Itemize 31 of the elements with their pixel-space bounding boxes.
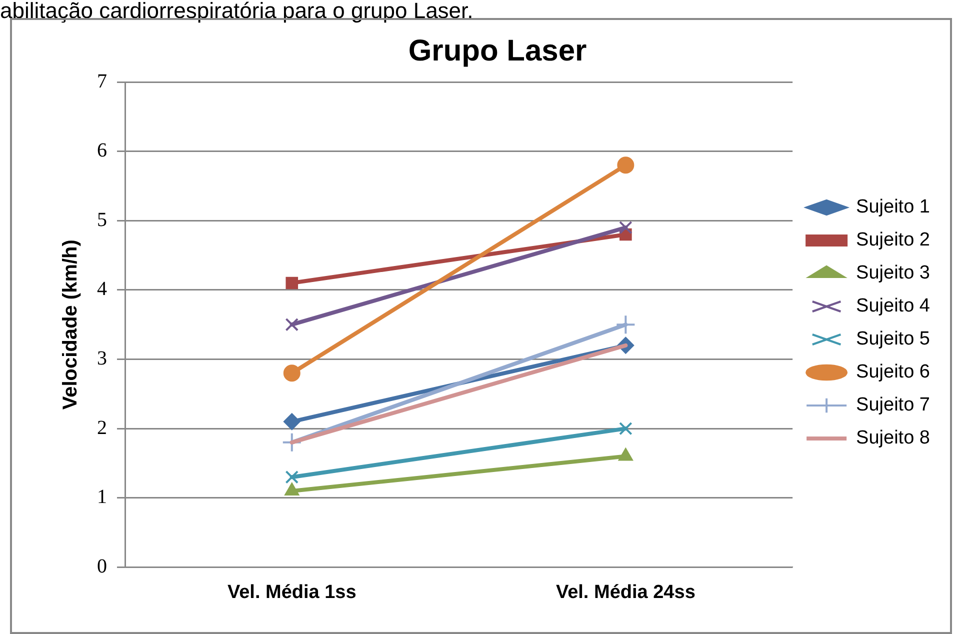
point bbox=[616, 314, 636, 335]
text: abilitação cardiorrespiratória para o grupo Laser. bbox=[0, 0, 474, 23]
legend-label: Sujeito 6 bbox=[856, 362, 930, 383]
y-axis-title: Velocidade (km/h) bbox=[60, 240, 82, 410]
y-tick-label: 7 bbox=[97, 70, 107, 92]
point bbox=[283, 413, 300, 430]
point bbox=[285, 318, 299, 332]
y-tick-label: 1 bbox=[97, 486, 107, 508]
point bbox=[286, 276, 298, 290]
legend-label: Sujeito 4 bbox=[856, 296, 930, 317]
legend-label: Sujeito 8 bbox=[856, 428, 930, 449]
point bbox=[285, 470, 299, 484]
legend-label: Sujeito 5 bbox=[856, 328, 930, 350]
y-tick-label: 5 bbox=[97, 208, 107, 231]
y-tick-label: 6 bbox=[97, 140, 107, 162]
point bbox=[617, 156, 634, 174]
legend-label: Sujeito 1 bbox=[856, 196, 930, 218]
y-tick-label: 2 bbox=[97, 416, 107, 439]
x-tick-label: Vel. Média 1ss bbox=[227, 582, 356, 603]
point bbox=[282, 432, 302, 452]
y-tick-label: 0 bbox=[97, 555, 107, 578]
x-tick-label: Vel. Média 24ss bbox=[556, 582, 696, 603]
point bbox=[619, 422, 632, 436]
point bbox=[619, 220, 632, 234]
legend-label: Sujeito 3 bbox=[856, 262, 930, 284]
y-tick-label: 3 bbox=[97, 348, 107, 370]
y-tick-label: 4 bbox=[97, 278, 107, 300]
point bbox=[283, 364, 300, 382]
legend-label: Sujeito 7 bbox=[856, 394, 930, 416]
chart-title: Grupo Laser bbox=[408, 34, 588, 68]
legend-label: Sujeito 2 bbox=[856, 230, 930, 251]
